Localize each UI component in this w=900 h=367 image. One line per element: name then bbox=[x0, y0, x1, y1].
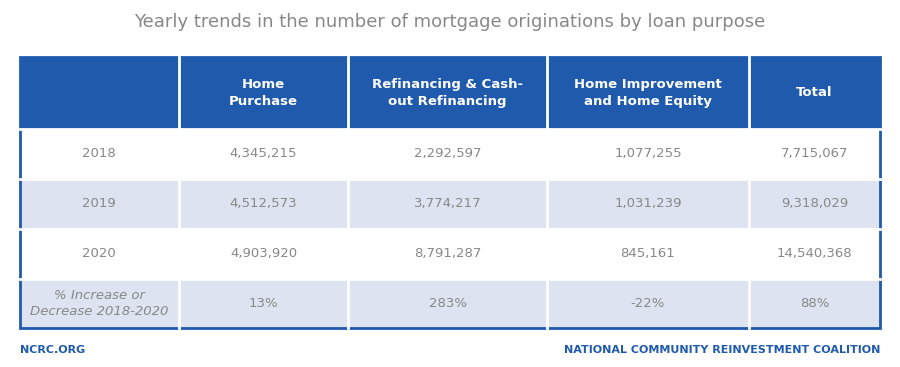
Text: 2020: 2020 bbox=[83, 247, 116, 260]
Bar bbox=[20, 179, 179, 229]
Bar bbox=[20, 229, 179, 279]
Bar bbox=[20, 129, 179, 179]
Text: Home Improvement
and Home Equity: Home Improvement and Home Equity bbox=[574, 78, 722, 108]
Bar bbox=[348, 129, 547, 179]
Text: 9,318,029: 9,318,029 bbox=[781, 197, 848, 210]
Text: Yearly trends in the number of mortgage originations by loan purpose: Yearly trends in the number of mortgage … bbox=[134, 13, 766, 31]
Bar bbox=[179, 229, 348, 279]
Bar bbox=[547, 229, 749, 279]
Text: 3,774,217: 3,774,217 bbox=[414, 197, 482, 210]
Text: NCRC.ORG: NCRC.ORG bbox=[20, 345, 85, 356]
Text: NATIONAL COMMUNITY REINVESTMENT COALITION: NATIONAL COMMUNITY REINVESTMENT COALITIO… bbox=[563, 345, 880, 356]
Text: 2,292,597: 2,292,597 bbox=[414, 147, 482, 160]
Bar bbox=[348, 57, 547, 129]
Bar bbox=[179, 279, 348, 328]
Bar bbox=[749, 179, 880, 229]
Text: 13%: 13% bbox=[248, 297, 278, 310]
Bar bbox=[749, 229, 880, 279]
Text: 4,345,215: 4,345,215 bbox=[230, 147, 297, 160]
Bar bbox=[547, 129, 749, 179]
Bar bbox=[348, 279, 547, 328]
Text: Refinancing & Cash-
out Refinancing: Refinancing & Cash- out Refinancing bbox=[372, 78, 523, 108]
Bar bbox=[749, 279, 880, 328]
Text: -22%: -22% bbox=[631, 297, 665, 310]
Text: 283%: 283% bbox=[428, 297, 467, 310]
Bar bbox=[20, 57, 179, 129]
Bar bbox=[179, 57, 348, 129]
Text: 1,031,239: 1,031,239 bbox=[614, 197, 681, 210]
Text: 14,540,368: 14,540,368 bbox=[777, 247, 852, 260]
Bar bbox=[179, 179, 348, 229]
Bar bbox=[547, 179, 749, 229]
Bar bbox=[20, 57, 880, 328]
Bar bbox=[749, 129, 880, 179]
Bar bbox=[179, 129, 348, 179]
Bar bbox=[547, 279, 749, 328]
Bar bbox=[348, 229, 547, 279]
Text: 7,715,067: 7,715,067 bbox=[781, 147, 849, 160]
Bar bbox=[749, 57, 880, 129]
Text: 1,077,255: 1,077,255 bbox=[614, 147, 682, 160]
Bar bbox=[547, 57, 749, 129]
Bar bbox=[20, 279, 179, 328]
Text: 4,512,573: 4,512,573 bbox=[230, 197, 297, 210]
Text: % Increase or
Decrease 2018-2020: % Increase or Decrease 2018-2020 bbox=[31, 289, 168, 318]
Text: 4,903,920: 4,903,920 bbox=[230, 247, 297, 260]
Text: 88%: 88% bbox=[800, 297, 829, 310]
Text: 8,791,287: 8,791,287 bbox=[414, 247, 482, 260]
Text: Total: Total bbox=[796, 86, 832, 99]
Bar bbox=[348, 179, 547, 229]
Text: 2019: 2019 bbox=[83, 197, 116, 210]
Text: 2018: 2018 bbox=[83, 147, 116, 160]
Text: Home
Purchase: Home Purchase bbox=[230, 78, 298, 108]
Text: 845,161: 845,161 bbox=[621, 247, 675, 260]
